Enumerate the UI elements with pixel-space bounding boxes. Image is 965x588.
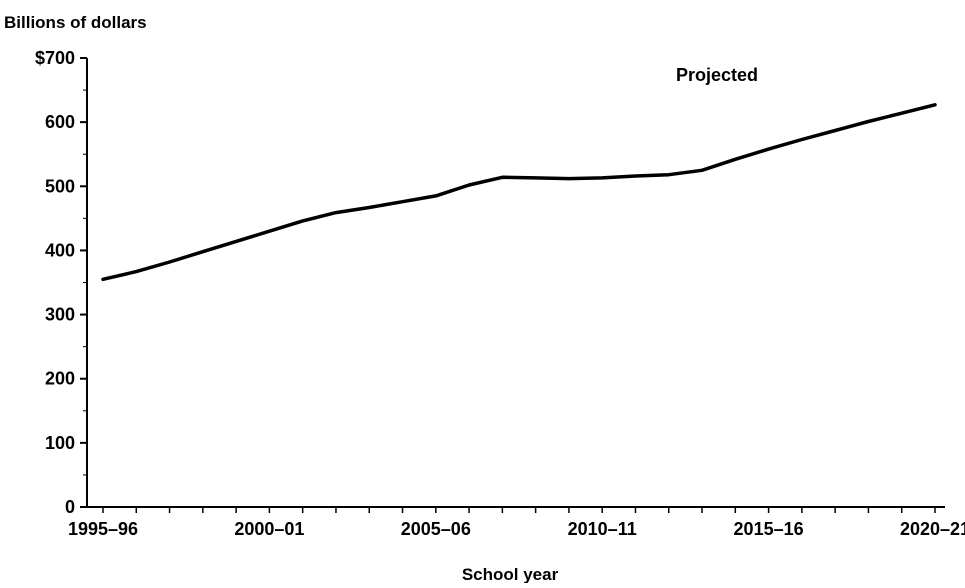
y-tick-label: 200 bbox=[45, 369, 75, 389]
y-tick-label: 300 bbox=[45, 305, 75, 325]
x-tick-label: 1995–96 bbox=[68, 519, 138, 539]
y-tick-label: 600 bbox=[45, 112, 75, 132]
y-tick-label: 100 bbox=[45, 433, 75, 453]
y-tick-label: 400 bbox=[45, 240, 75, 260]
y-axis-title: Billions of dollars bbox=[4, 13, 147, 32]
x-tick-label: 2000–01 bbox=[234, 519, 304, 539]
y-tick-label: 500 bbox=[45, 176, 75, 196]
axes bbox=[86, 58, 945, 508]
x-tick-label: 2010–11 bbox=[568, 519, 637, 539]
series-line-0 bbox=[101, 103, 937, 282]
x-axis-title: School year bbox=[462, 565, 559, 583]
x-tick-label: 2020–21 bbox=[900, 519, 965, 539]
series-lines bbox=[101, 103, 937, 282]
x-tick-labels: 1995–96 2000–01 2005–06 2010–11 2015–16 2020–… bbox=[68, 519, 965, 539]
x-tick-label: 2005–06 bbox=[401, 519, 471, 539]
projected-annotation: Projected bbox=[676, 65, 758, 85]
x-tick-label: 2015–16 bbox=[734, 519, 804, 539]
tick-marks bbox=[80, 57, 936, 513]
y-tick-label: $700 bbox=[35, 48, 75, 68]
y-tick-labels: 0 100 200 300 400 500 600 $700 bbox=[35, 48, 75, 517]
y-tick-label: 0 bbox=[65, 497, 75, 517]
